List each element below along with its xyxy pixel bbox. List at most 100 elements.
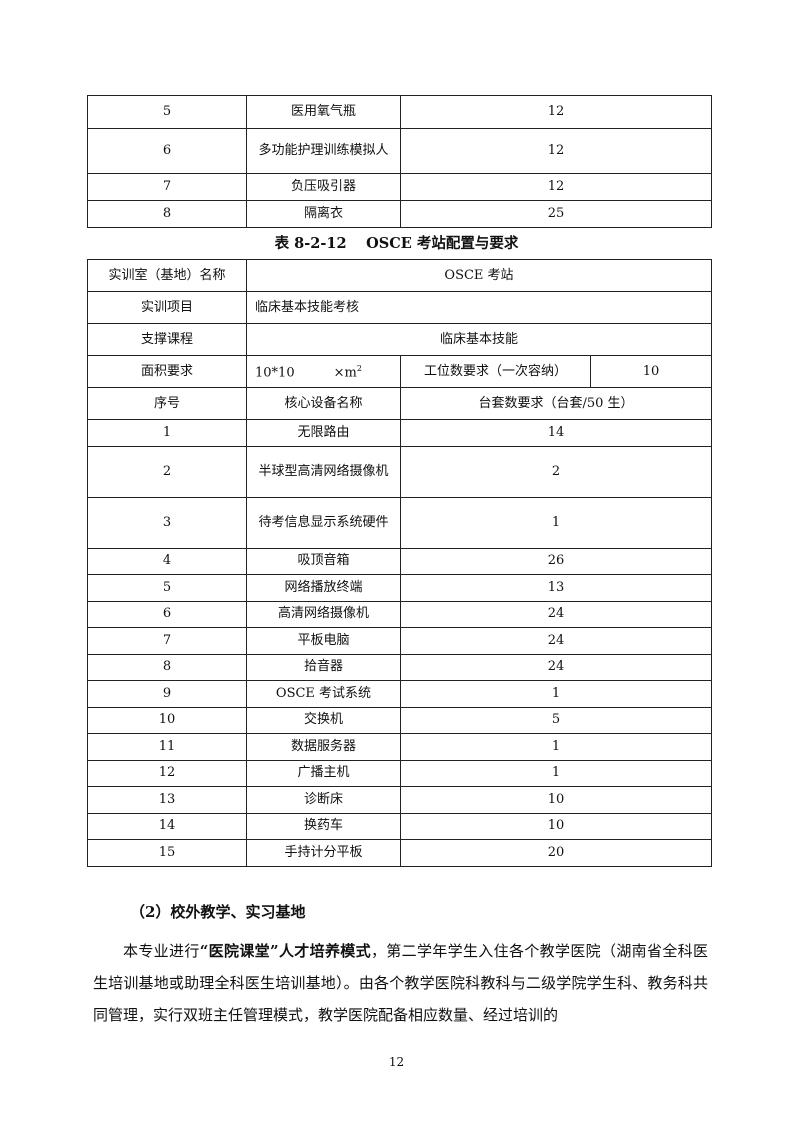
body-paragraph: 本专业进行“医院课堂”人才培养模式，第二学年学生入住各个教学医院（湖南省全科医生… <box>93 935 708 1031</box>
table-row: 9 OSCE 考试系统 1 <box>87 680 712 708</box>
cell-qty: 12 <box>400 128 712 174</box>
table-row: 3 待考信息显示系统硬件 1 <box>87 496 712 549</box>
cell-qty: 5 <box>400 706 712 734</box>
cell-qty: 13 <box>400 574 712 602</box>
cell-name: 无限路由 <box>246 419 401 447</box>
table-row: 10 交换机 5 <box>87 706 712 734</box>
cell-no: 11 <box>87 733 247 761</box>
table-row: 面积要求 10*10 ×m2 工位数要求（一次容纳） 10 <box>87 355 712 388</box>
cell-qty: 1 <box>400 496 712 549</box>
cell-name: 换药车 <box>246 812 401 840</box>
cell-no: 9 <box>87 680 247 708</box>
cell-no: 15 <box>87 839 247 867</box>
paragraph-text: ，第二学年学生入住各个教学医院（湖南省全科医生培训基地或助理全科医生培训基地）。… <box>93 942 708 1024</box>
table-row: 13 诊断床 10 <box>87 786 712 814</box>
cell-name: 待考信息显示系统硬件 <box>246 496 401 549</box>
cell-qty: 24 <box>400 653 712 681</box>
table-caption: 表 8-2-12 OSCE 考站配置与要求 <box>274 235 519 252</box>
cell-qty: 26 <box>400 547 712 575</box>
cell-no: 6 <box>87 128 247 174</box>
project-value: 临床基本技能考核 <box>246 291 712 324</box>
cell-name: OSCE 考试系统 <box>246 680 401 708</box>
cell-no: 13 <box>87 786 247 814</box>
cell-no: 6 <box>87 600 247 628</box>
cell-name: 网络播放终端 <box>246 574 401 602</box>
area-superscript: 2 <box>356 364 362 374</box>
cell-qty: 14 <box>400 419 712 447</box>
cell-qty: 1 <box>400 680 712 708</box>
col-header-no: 序号 <box>87 387 247 420</box>
cell-no: 10 <box>87 706 247 734</box>
cell-name: 吸顶音箱 <box>246 547 401 575</box>
osce-config-table: 实训室（基地）名称 OSCE 考站 实训项目 临床基本技能考核 支撑课程 临床基… <box>87 259 712 867</box>
table-row: 1 无限路由 14 <box>87 419 712 447</box>
paragraph-text: 本专业进行 <box>123 942 200 960</box>
cell-no: 2 <box>87 445 247 498</box>
cell-name: 诊断床 <box>246 786 401 814</box>
area-text: 10*10 ×m <box>255 365 357 381</box>
cell-name: 手持计分平板 <box>246 839 401 867</box>
table-row: 8 隔离衣 25 <box>87 200 712 228</box>
cell-no: 7 <box>87 173 247 201</box>
page-number: 12 <box>388 1055 405 1069</box>
cell-name: 医用氧气瓶 <box>246 95 401 129</box>
cell-no: 7 <box>87 627 247 655</box>
cell-no: 8 <box>87 200 247 228</box>
cell-name: 广播主机 <box>246 759 401 787</box>
cell-no: 8 <box>87 653 247 681</box>
equipment-table-continued: 5 医用氧气瓶 12 6 多功能护理训练模拟人 12 7 负压吸引器 12 8 隔离衣 25 <box>87 95 712 228</box>
table-row: 5 医用氧气瓶 12 <box>87 95 712 129</box>
cell-no: 14 <box>87 812 247 840</box>
table-row: 8 拾音器 24 <box>87 653 712 681</box>
table-row: 6 多功能护理训练模拟人 12 <box>87 128 712 174</box>
table-header-row: 序号 核心设备名称 台套数要求（台套/50 生） <box>87 387 712 420</box>
cell-no: 4 <box>87 547 247 575</box>
table-row: 12 广播主机 1 <box>87 759 712 787</box>
paragraph-emphasis: “医院课堂”人才培养模式 <box>199 942 371 960</box>
table-row: 7 负压吸引器 12 <box>87 173 712 201</box>
cell-name: 交换机 <box>246 706 401 734</box>
cell-qty: 10 <box>400 786 712 814</box>
section-heading: （2）校外教学、实习基地 <box>130 903 306 921</box>
cell-name: 隔离衣 <box>246 200 401 228</box>
table-row: 14 换药车 10 <box>87 812 712 840</box>
cell-qty: 24 <box>400 627 712 655</box>
cell-qty: 2 <box>400 445 712 498</box>
cell-qty: 20 <box>400 839 712 867</box>
area-label: 面积要求 <box>87 355 247 388</box>
station-value: 10 <box>590 355 712 388</box>
table-row: 实训室（基地）名称 OSCE 考站 <box>87 259 712 292</box>
cell-qty: 1 <box>400 759 712 787</box>
area-value: 10*10 ×m2 <box>246 355 401 388</box>
course-label: 支撑课程 <box>87 323 247 356</box>
cell-no: 1 <box>87 419 247 447</box>
cell-name: 半球型高清网络摄像机 <box>246 445 401 498</box>
cell-no: 12 <box>87 759 247 787</box>
table-row: 实训项目 临床基本技能考核 <box>87 291 712 324</box>
table-row: 支撑课程 临床基本技能 <box>87 323 712 356</box>
col-header-qty: 台套数要求（台套/50 生） <box>400 387 712 420</box>
table-row: 6 高清网络摄像机 24 <box>87 600 712 628</box>
cell-name: 多功能护理训练模拟人 <box>246 128 401 174</box>
cell-name: 高清网络摄像机 <box>246 600 401 628</box>
cell-name: 负压吸引器 <box>246 173 401 201</box>
table-row: 7 平板电脑 24 <box>87 627 712 655</box>
project-label: 实训项目 <box>87 291 247 324</box>
cell-no: 5 <box>87 95 247 129</box>
table-row: 4 吸顶音箱 26 <box>87 547 712 575</box>
cell-name: 平板电脑 <box>246 627 401 655</box>
table-row: 11 数据服务器 1 <box>87 733 712 761</box>
table-row: 2 半球型高清网络摄像机 2 <box>87 445 712 498</box>
cell-no: 5 <box>87 574 247 602</box>
room-value: OSCE 考站 <box>246 259 712 292</box>
cell-name: 拾音器 <box>246 653 401 681</box>
table-row: 15 手持计分平板 20 <box>87 839 712 867</box>
room-label: 实训室（基地）名称 <box>87 259 247 292</box>
cell-qty: 12 <box>400 173 712 201</box>
cell-qty: 25 <box>400 200 712 228</box>
cell-name: 数据服务器 <box>246 733 401 761</box>
table-row: 5 网络播放终端 13 <box>87 574 712 602</box>
cell-no: 3 <box>87 496 247 549</box>
course-value: 临床基本技能 <box>246 323 712 356</box>
cell-qty: 12 <box>400 95 712 129</box>
